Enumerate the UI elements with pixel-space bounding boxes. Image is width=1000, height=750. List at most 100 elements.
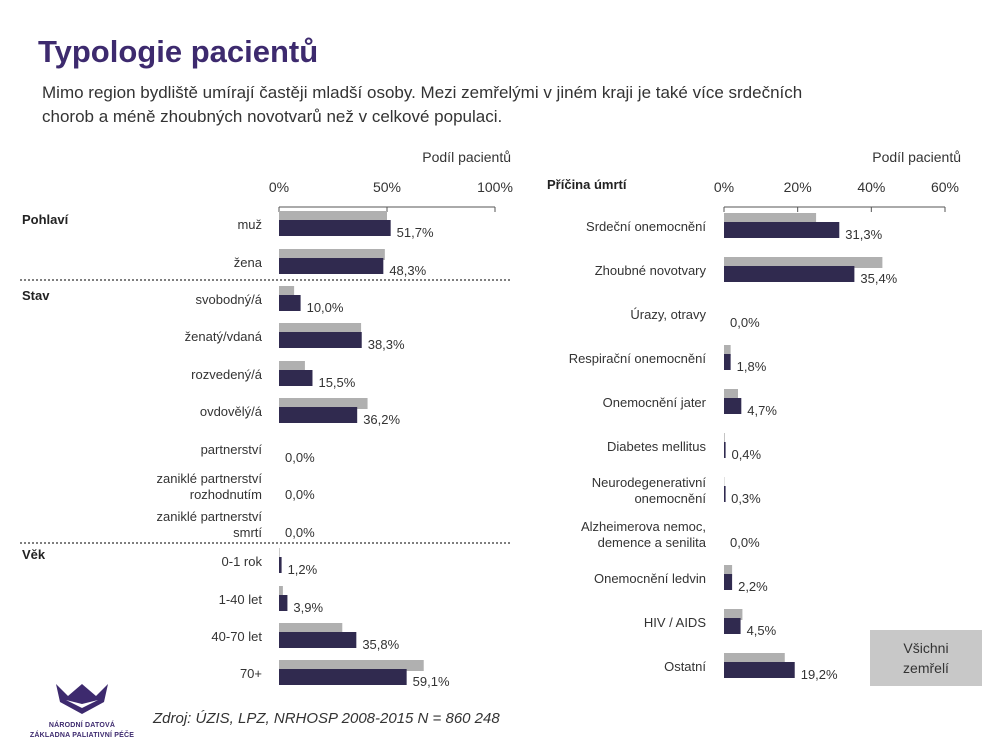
right-chart-axis-title: Podíl pacientů bbox=[872, 149, 961, 165]
left-chart-reference-bar bbox=[279, 548, 280, 559]
left-chart-group-title: Pohlaví bbox=[22, 212, 69, 227]
left-chart-axis-title: Podíl pacientů bbox=[422, 149, 511, 165]
right-chart-reference-bar bbox=[724, 565, 733, 576]
right-chart-value-label: 0,4% bbox=[731, 447, 761, 462]
logo-wing-icon bbox=[56, 684, 108, 714]
left-chart-value-label: 59,1% bbox=[413, 674, 450, 689]
left-chart-value-label: 0,0% bbox=[285, 450, 315, 465]
left-chart-category-label-line-1: ženatý/vdaná bbox=[185, 329, 263, 344]
left-chart-tick-label: 50% bbox=[373, 179, 401, 195]
right-chart-reference-bar bbox=[724, 433, 725, 444]
right-chart-value-bar bbox=[724, 486, 726, 502]
right-chart-value-label: 2,2% bbox=[738, 579, 768, 594]
right-chart-reference-bar bbox=[724, 345, 731, 356]
page-title: Typologie pacientů bbox=[38, 34, 319, 69]
left-chart-value-label: 48,3% bbox=[389, 263, 426, 278]
right-chart-value-bar bbox=[724, 266, 855, 282]
left-chart-value-label: 38,3% bbox=[368, 337, 405, 352]
left-chart-value-label: 1,2% bbox=[288, 562, 318, 577]
right-chart-value-label: 4,5% bbox=[747, 623, 777, 638]
left-chart-reference-bar bbox=[279, 323, 362, 334]
left-chart-category-label-line-1: zaniklé partnerství bbox=[157, 509, 263, 524]
right-chart-value-label: 0,3% bbox=[731, 491, 761, 506]
left-chart-value-bar bbox=[279, 220, 391, 236]
left-chart-value-label: 51,7% bbox=[397, 225, 434, 240]
left-chart-group-title: Stav bbox=[22, 288, 50, 303]
left-chart-tick-label: 100% bbox=[477, 179, 513, 195]
right-chart-category-label-line-2: onemocnění bbox=[634, 491, 706, 506]
left-chart-category-label-line-1: 40-70 let bbox=[211, 629, 262, 644]
right-chart-category-label-line-1: Alzheimerova nemoc, bbox=[581, 519, 706, 534]
right-chart-value-bar bbox=[724, 618, 741, 634]
left-chart-value-bar bbox=[279, 370, 313, 386]
left-chart-reference-bar bbox=[279, 249, 385, 260]
left-chart-category-label-line-1: zaniklé partnerství bbox=[157, 471, 263, 486]
source-note: Zdroj: ÚZIS, LPZ, NRHOSP 2008-2015 N = 8… bbox=[153, 710, 500, 727]
right-chart-reference-bar bbox=[724, 653, 785, 664]
right-chart-category-label-line-1: Onemocnění ledvin bbox=[594, 571, 706, 586]
left-chart-reference-bar bbox=[279, 361, 305, 372]
left-chart-value-bar bbox=[279, 557, 282, 573]
left-chart-value-label: 35,8% bbox=[362, 637, 399, 652]
left-chart-reference-bar bbox=[279, 660, 424, 671]
right-chart-category-label-line-2: demence a senilita bbox=[598, 535, 707, 550]
right-chart-value-label: 0,0% bbox=[730, 315, 760, 330]
left-chart-tick-label: 0% bbox=[269, 179, 289, 195]
right-chart-value-label: 35,4% bbox=[860, 271, 897, 286]
right-chart-value-bar bbox=[724, 574, 733, 590]
right-chart-value-bar bbox=[724, 442, 726, 458]
right-chart-value-label: 1,8% bbox=[737, 359, 767, 374]
left-chart-category-label-line-1: 0-1 rok bbox=[222, 554, 263, 569]
left-chart-category-label-line-1: muž bbox=[237, 217, 262, 232]
left-chart-category-label-line-1: rozvedený/á bbox=[191, 367, 263, 382]
left-chart-value-bar bbox=[279, 595, 288, 611]
subtitle-line-2: chorob a méně zhoubných novotvarů než v … bbox=[42, 107, 503, 126]
right-chart-category-label-line-1: Respirační onemocnění bbox=[569, 351, 707, 366]
left-chart-value-bar bbox=[279, 332, 362, 348]
left-chart-category-label-line-2: rozhodnutím bbox=[190, 487, 262, 502]
right-chart-value-label: 0,0% bbox=[730, 535, 760, 550]
left-chart-category-label-line-1: 70+ bbox=[240, 666, 262, 681]
left-chart-category-label-line-1: ovdovělý/á bbox=[200, 404, 263, 419]
logo-text-line-2: ZÁKLADNA PALIATIVNÍ PÉČE bbox=[30, 730, 134, 739]
legend-reference-box: Všichni zemřelí bbox=[870, 630, 982, 686]
right-chart-category-label-line-1: Úrazy, otravy bbox=[630, 307, 706, 322]
logo-text-line-1: NÁRODNÍ DATOVÁ bbox=[49, 720, 115, 729]
right-chart-value-label: 31,3% bbox=[845, 227, 882, 242]
right-chart-category-label-line-1: Diabetes mellitus bbox=[607, 439, 706, 454]
legend-label-line-2: zemřelí bbox=[903, 660, 949, 676]
logo: NÁRODNÍ DATOVÁ ZÁKLADNA PALIATIVNÍ PÉČE bbox=[30, 684, 134, 739]
left-chart-category-label-line-1: svobodný/á bbox=[196, 292, 263, 307]
right-chart-tick-label: 20% bbox=[784, 179, 812, 195]
left-chart-group-title: Věk bbox=[22, 547, 46, 562]
right-chart-tick-label: 40% bbox=[857, 179, 885, 195]
right-chart-tick-label: 0% bbox=[714, 179, 734, 195]
right-chart-reference-bar bbox=[724, 389, 738, 400]
left-chart-reference-bar bbox=[279, 586, 283, 597]
right-chart-category-label-line-1: Ostatní bbox=[664, 659, 706, 674]
left-chart-value-bar bbox=[279, 407, 358, 423]
left-chart-value-label: 3,9% bbox=[293, 600, 323, 615]
right-chart-value-label: 4,7% bbox=[747, 403, 777, 418]
left-chart-value-label: 0,0% bbox=[285, 525, 315, 540]
right-chart-reference-bar bbox=[724, 609, 743, 620]
left-chart-reference-bar bbox=[279, 211, 387, 222]
right-chart-category-label-line-1: Srdeční onemocnění bbox=[586, 219, 706, 234]
right-chart-reference-bar bbox=[724, 213, 817, 224]
right-chart-value-bar bbox=[724, 398, 742, 414]
right-chart-category-label-line-1: Neurodegenerativní bbox=[592, 475, 707, 490]
left-chart-value-label: 10,0% bbox=[307, 300, 344, 315]
left-chart-reference-bar bbox=[279, 286, 295, 297]
right-chart-reference-bar bbox=[724, 257, 883, 268]
subtitle-line-1: Mimo region bydliště umírají častěji mla… bbox=[42, 83, 803, 102]
right-chart-category-title: Příčina úmrtí bbox=[547, 177, 627, 192]
right-chart-value-label: 19,2% bbox=[801, 667, 838, 682]
right-chart-value-bar bbox=[724, 222, 840, 238]
left-chart-value-bar bbox=[279, 632, 357, 648]
left-chart-reference-bar bbox=[279, 623, 343, 634]
left-chart-value-label: 0,0% bbox=[285, 487, 315, 502]
right-chart-category-label-line-1: HIV / AIDS bbox=[644, 615, 706, 630]
right-chart-category-label-line-1: Zhoubné novotvary bbox=[595, 263, 707, 278]
left-chart-value-bar bbox=[279, 295, 301, 311]
right-chart-category-label-line-1: Onemocnění jater bbox=[603, 395, 707, 410]
